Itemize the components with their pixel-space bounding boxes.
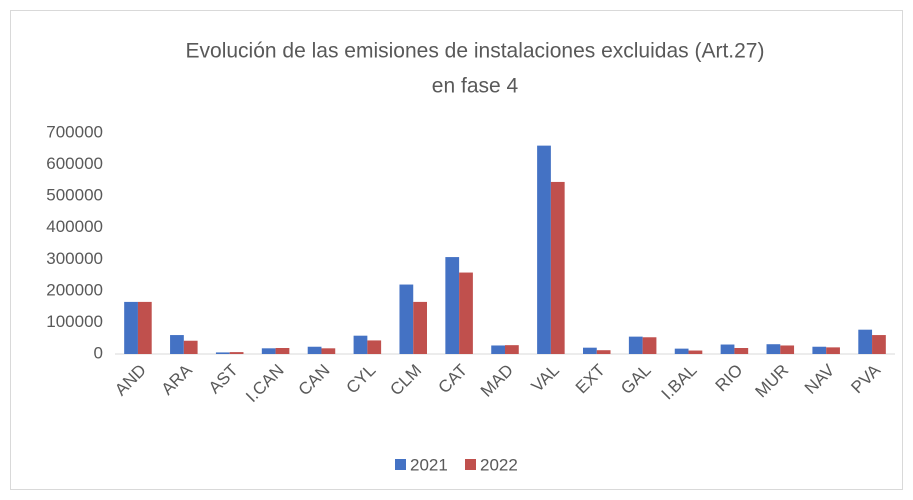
y-tick-label: 500000 [46, 186, 103, 205]
bar [766, 344, 781, 354]
y-tick-label: 0 [94, 343, 103, 362]
legend-label: 2022 [480, 455, 518, 474]
y-tick-label: 400000 [46, 217, 103, 236]
bar [720, 344, 735, 354]
bar [229, 352, 244, 354]
bar [307, 346, 322, 354]
bar [734, 348, 749, 354]
bar [826, 347, 840, 354]
legend-swatch [465, 459, 476, 470]
bar [674, 348, 689, 354]
chart-title: Evolución de las emisiones de instalacio… [186, 40, 765, 63]
bar [215, 352, 230, 354]
bar [628, 336, 643, 354]
bar [124, 301, 138, 354]
bar [183, 340, 198, 354]
y-tick-label: 100000 [46, 312, 103, 331]
bar [459, 272, 473, 354]
bar [491, 345, 505, 354]
bar [583, 347, 597, 354]
bar [872, 335, 886, 354]
bar [642, 337, 657, 354]
bar [321, 348, 336, 354]
bar [550, 181, 565, 354]
bar [505, 345, 519, 354]
chart-title: en fase 4 [432, 75, 519, 98]
bar [812, 346, 827, 354]
bar [688, 350, 703, 354]
chart-frame [10, 10, 903, 490]
bar [596, 350, 611, 354]
bar [399, 284, 414, 354]
y-tick-label: 600000 [46, 154, 103, 173]
y-tick-label: 200000 [46, 280, 103, 299]
bar [367, 340, 382, 354]
bar [275, 348, 290, 354]
bar [170, 335, 184, 354]
bar [413, 301, 427, 354]
bar [537, 145, 551, 354]
bar [858, 329, 873, 354]
bar [137, 301, 152, 354]
bar [261, 348, 276, 354]
legend-swatch [395, 459, 406, 470]
y-tick-label: 300000 [46, 249, 103, 268]
bar [445, 257, 460, 354]
y-tick-label: 700000 [46, 122, 103, 141]
bar [353, 335, 368, 354]
bar [780, 345, 795, 354]
legend-label: 2021 [410, 455, 448, 474]
